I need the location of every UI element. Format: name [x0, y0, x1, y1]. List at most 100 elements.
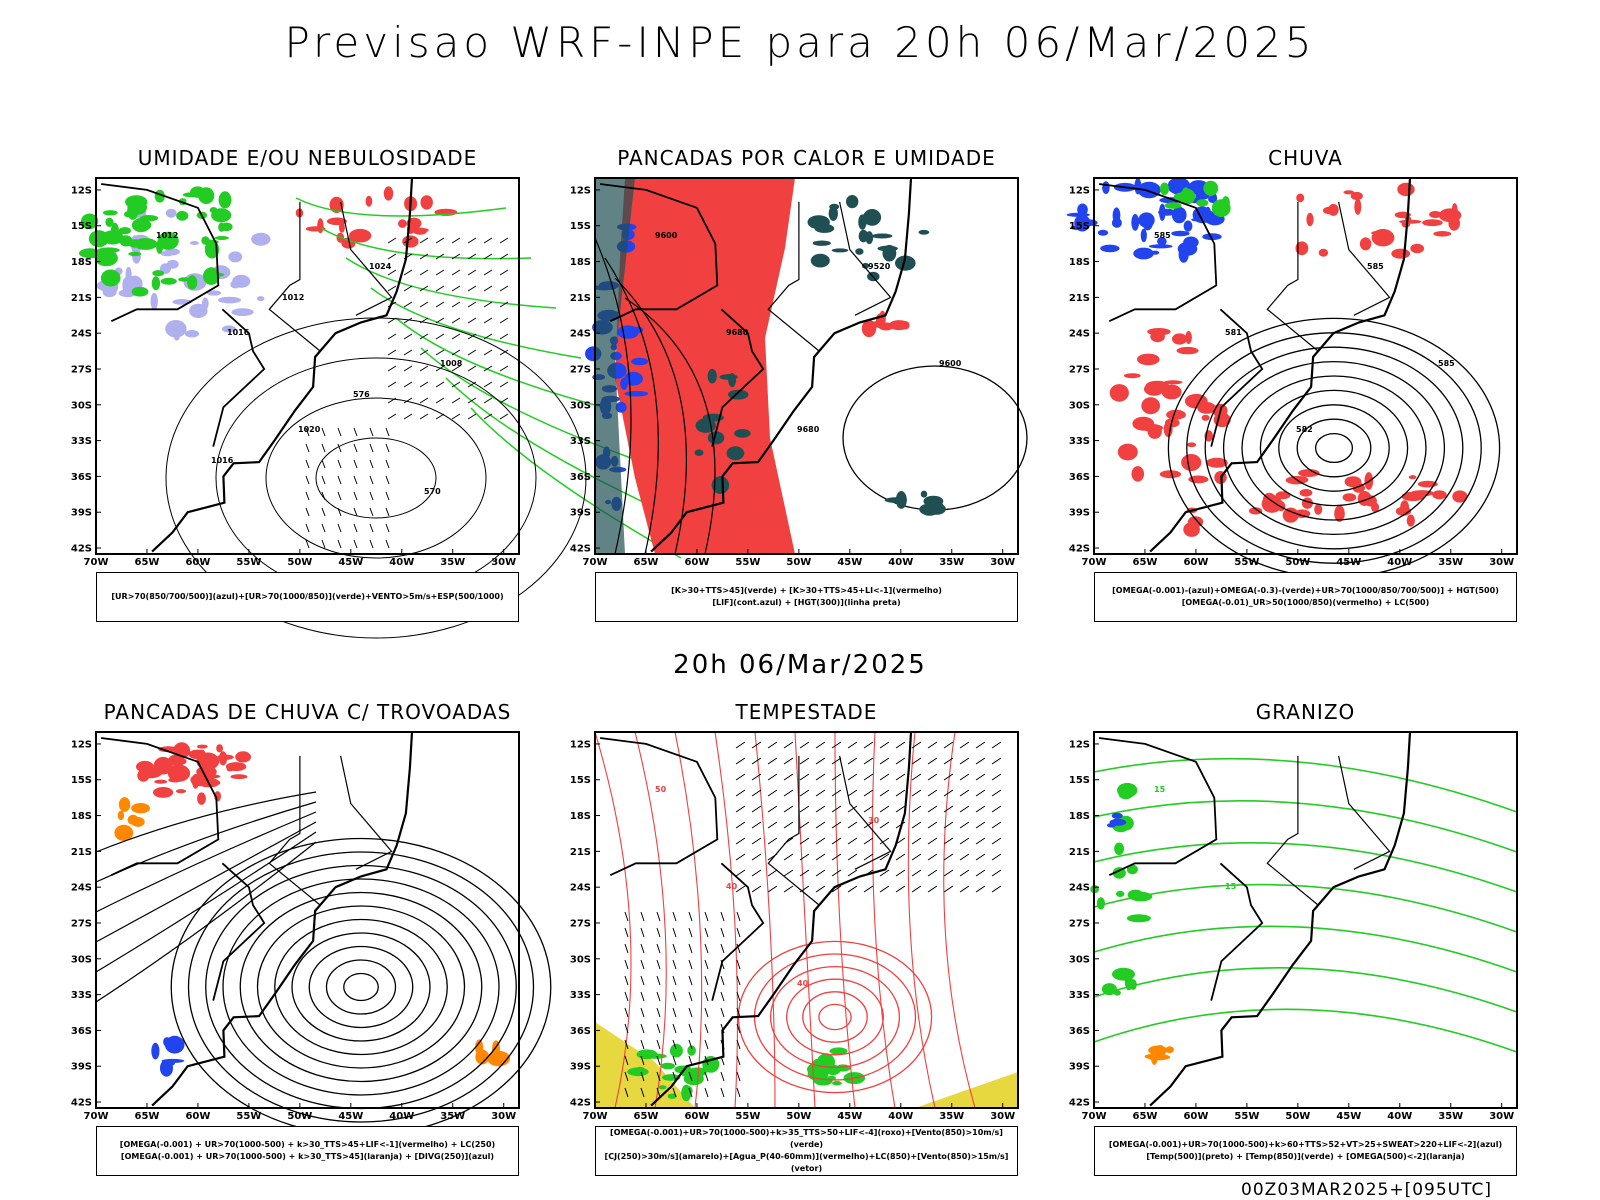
wind-vector [767, 741, 778, 749]
humidity-1000-area [198, 187, 215, 204]
wind-vector [688, 1071, 693, 1082]
humidity-700-area [251, 232, 271, 246]
wind-vector [337, 491, 342, 501]
temp-850-contour [1093, 883, 1518, 933]
rain-area [1206, 457, 1228, 468]
wind-vector [751, 821, 762, 829]
humidity-1000-area [100, 269, 121, 287]
humidity-700-area [165, 208, 177, 218]
isobar-label: 1012 [156, 231, 178, 240]
isobar-label: 1008 [440, 359, 463, 368]
wind-vector [451, 301, 461, 308]
wind-vector [499, 301, 509, 308]
wind-vector [387, 285, 397, 292]
wind-vector [369, 523, 374, 533]
wind-vector [435, 333, 445, 340]
humidity-700-area [228, 251, 243, 263]
humidity-1000-area [94, 250, 118, 267]
wind-850-area [702, 1061, 713, 1072]
wind-vector [736, 991, 741, 1002]
humidity-700-area [160, 250, 174, 257]
water-content-contour [834, 731, 856, 1109]
lon-tick-label: 55W [1234, 1111, 1259, 1122]
lon-tick-label: 65W [1132, 1111, 1157, 1122]
wind-vector [735, 821, 746, 829]
lon-tick-label: 30W [990, 557, 1015, 568]
lat-tick-label: 15S [1069, 775, 1090, 786]
lat-tick-label: 33S [570, 990, 591, 1001]
lat-tick-label: 12S [1069, 185, 1090, 196]
wind-vector [369, 539, 374, 549]
height-contour [1296, 418, 1372, 478]
instability-area [930, 501, 944, 510]
lon-tick-label: 55W [236, 1111, 261, 1122]
rain-area [1406, 514, 1415, 527]
wind-vector [387, 413, 397, 420]
wind-vector [656, 1055, 661, 1066]
omega-area [1140, 228, 1147, 243]
wind-vector [688, 1087, 693, 1098]
wind-vector [975, 837, 986, 845]
omega-area [1102, 181, 1110, 194]
legend-line: [K>30+TTS>45](verde) + [K>30+TTS>45+LI<-… [671, 586, 942, 595]
wind-vector [419, 413, 429, 420]
wind-vector [499, 317, 509, 324]
wind-vector [975, 821, 986, 829]
wind-vector [688, 1023, 693, 1034]
temp-850-contour [1127, 889, 1144, 901]
omega-area [1183, 220, 1193, 232]
wind-vector [403, 301, 413, 308]
instability-area [814, 223, 835, 233]
humidity-700-area [165, 320, 187, 338]
humidity-contour [295, 197, 507, 217]
isobar-label: 1012 [282, 293, 304, 302]
lat-tick-label: 33S [1069, 436, 1090, 447]
wind-vector [735, 885, 746, 893]
wind-vector [403, 269, 413, 276]
water-content-contour [594, 731, 632, 1109]
wind-vector [305, 475, 310, 485]
wind-vector [353, 459, 358, 469]
wind-vector [385, 459, 390, 469]
coastline [1149, 177, 1412, 553]
wind-vector [911, 741, 922, 749]
humidity-contour [470, 407, 682, 559]
wind-vector [385, 523, 390, 533]
wind-vector [879, 757, 890, 765]
wind-vector [624, 927, 629, 938]
shower-area [114, 824, 134, 841]
contour-label: 582 [1296, 425, 1313, 434]
wind-vector [991, 789, 1002, 797]
wind-vector [783, 789, 794, 797]
wind-vector [975, 789, 986, 797]
rain-area [1359, 237, 1372, 251]
legend-box: [OMEGA(-0.001)-(azul)+OMEGA(-0.3)-(verde… [1094, 572, 1517, 622]
wind-vector [656, 975, 661, 986]
lat-tick-label: 36S [1069, 472, 1090, 483]
lat-tick-label: 39S [1069, 508, 1090, 519]
border-line [100, 183, 220, 323]
humidity-1000-area [128, 251, 142, 257]
wind-vector [767, 821, 778, 829]
wind-vector [735, 741, 746, 749]
streamline [325, 959, 397, 1015]
wind-vector [624, 911, 629, 922]
wind-vector [927, 837, 938, 845]
wind-vector [799, 805, 810, 813]
wind-vector [672, 1023, 677, 1034]
wind-vector [656, 1071, 661, 1082]
omega-500-area [1165, 1046, 1174, 1054]
lon-tick-label: 35W [1438, 1111, 1463, 1122]
wind-vector [704, 927, 709, 938]
wind-vector [975, 741, 986, 749]
wind-vector [688, 1055, 693, 1066]
water-content-contour [794, 731, 816, 1109]
lat-tick-label: 27S [71, 918, 92, 929]
wind-vector [927, 821, 938, 829]
wind-vector [369, 491, 374, 501]
humidity-1000-area [127, 202, 139, 220]
lat-tick-label: 39S [570, 508, 591, 519]
lat-tick-label: 30S [71, 954, 92, 965]
wind-vector [451, 333, 461, 340]
lon-tick-label: 45W [1336, 557, 1361, 568]
